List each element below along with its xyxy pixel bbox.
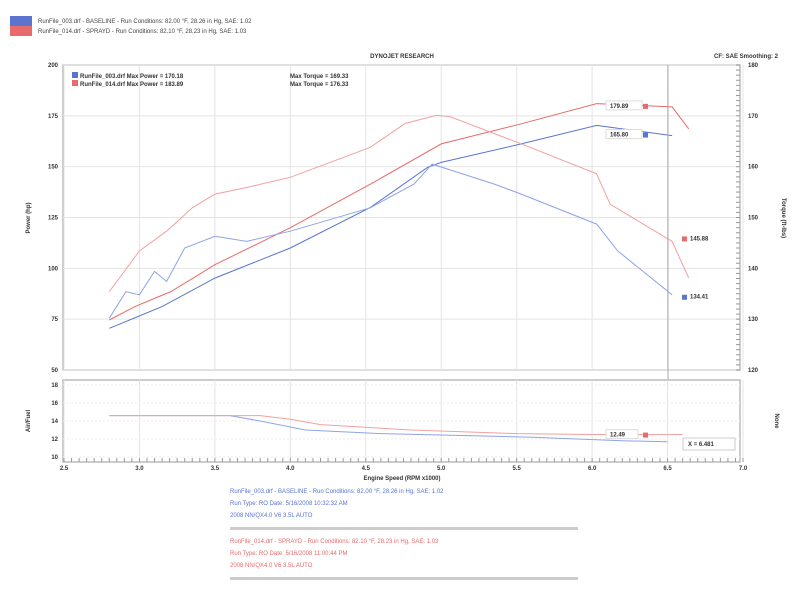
header-run-sprayd: RunFile_014.drf - SPRAYD - Run Condition… [38,29,247,35]
chart-title: DYNOJET RESEARCH [370,54,434,60]
cursor-value-label: 145.88 [690,236,709,242]
cursor-value-box [605,129,643,140]
cursor-value-box [605,100,643,111]
legend-sprayd-torque: Max Torque = 176.33 [290,82,349,88]
header-run-baseline: RunFile_003.drf - BASELINE - Run Conditi… [38,19,252,25]
legend-swatch-sprayd [72,80,78,86]
series-torque-runfile-003-drf [108,163,673,319]
x-tick-label: 6.5 [663,466,672,472]
x-tick-label: 4.0 [286,466,295,472]
cursor-marker [682,294,687,300]
torque-tick-label: 180 [748,63,759,69]
footer-baseline-line-1: RunFile_003.drf - BASELINE - Run Conditi… [230,489,444,495]
afr-right-axis-label: None [773,414,779,430]
cursor-value-label: 179.89 [610,104,629,110]
x-axis-label: Engine Speed (RPM x1000) [363,476,440,482]
afr-cursor-value: 12.49 [610,433,626,439]
series-afr-runfile-014-drf [109,415,683,436]
afr-tick-label: 14 [51,419,58,425]
torque-tick-label: 140 [748,266,759,272]
x-tick-label: 2.5 [60,466,69,472]
footer-sprayd-line-1: RunFile_014.drf - SPRAYD - Run Condition… [230,539,439,545]
legend-baseline-power: RunFile_003.drf Max Power = 170.18 [80,74,184,80]
legend-swatch-baseline [72,72,78,78]
afr-tick-label: 12 [51,437,58,443]
series-power-runfile-003-drf [109,124,673,329]
x-tick-label: 6.0 [588,466,597,472]
afr-tick-label: 18 [51,383,58,389]
footer-divider [230,577,578,580]
cursor-marker [643,132,648,138]
x-tick-label: 4.5 [362,466,371,472]
footer-baseline-line-2: Run Type: RO Date: 5/16/2008 10:32:32 AM [230,501,348,507]
power-axis-label: Power (hp) [26,202,32,233]
run-swatch-baseline [10,16,32,26]
x-tick-label: 3.5 [211,466,220,472]
cursor-marker [643,432,648,438]
cursor-value-box [605,429,639,440]
afr-axis-label: Air/Fuel [26,410,32,433]
torque-tick-label: 160 [748,165,759,171]
cursor-x-readout: X = 6.481 [688,442,715,448]
x-tick-label: 7.0 [739,466,748,472]
cursor-marker [643,103,648,109]
torque-tick-label: 170 [748,114,759,120]
x-tick-label: 5.0 [437,466,446,472]
footer-sprayd-line-3: 2008 NN/QX4.0 V6 3.5L AUTO [230,563,313,569]
footer-baseline-line-3: 2008 NN/QX4.0 V6 3.5L AUTO [230,513,313,519]
cursor-value-label: 165.80 [610,133,629,139]
power-tick-label: 200 [48,63,59,69]
power-tick-label: 175 [48,114,59,120]
power-tick-label: 150 [48,165,59,171]
torque-axis-label: Torque (ft-lbs) [780,198,786,238]
series-afr-runfile-003-drf [109,415,668,443]
power-tick-label: 125 [48,216,59,222]
footer-sprayd-line-2: Run Type: RO Date: 5/16/2008 11:00:44 PM [230,551,348,557]
afr-tick-label: 16 [51,401,58,407]
afr-tick-label: 10 [51,455,58,461]
torque-tick-label: 130 [748,317,759,323]
legend-baseline-torque: Max Torque = 169.33 [290,74,349,80]
power-tick-label: 50 [51,368,58,374]
torque-tick-label: 120 [748,368,759,374]
torque-tick-label: 150 [748,216,759,222]
chart-settings: CF: SAE Smoothing: 2 [714,54,779,60]
cursor-value-label: 134.41 [690,295,709,301]
cursor-marker [682,236,687,242]
cursor-x-box [682,437,736,451]
series-torque-runfile-014-drf [108,114,690,292]
run-swatch-sprayd [10,26,32,36]
power-tick-label: 75 [51,317,58,323]
legend-sprayd-power: RunFile_014.drf Max Power = 183.89 [80,82,184,88]
footer-divider [230,527,578,530]
x-tick-label: 3.0 [135,466,144,472]
x-tick-label: 5.5 [512,466,521,472]
power-tick-label: 100 [48,266,59,272]
